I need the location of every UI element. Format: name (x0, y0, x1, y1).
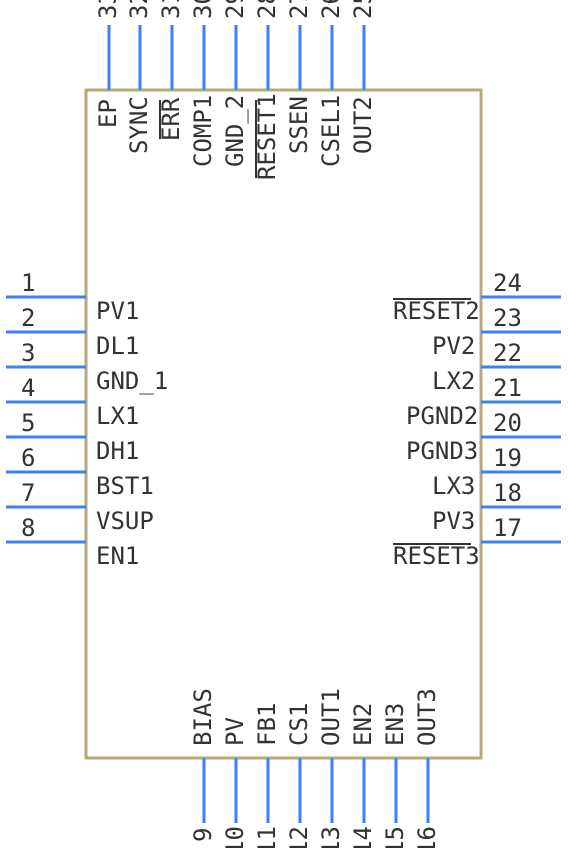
left-pin-number: 1 (21, 269, 35, 297)
left-pin-number: 8 (21, 514, 35, 542)
bottom-pin-number: 10 (221, 826, 249, 848)
right-pin-label: PV3 (432, 507, 475, 535)
top-pin-label: GND_2 (221, 95, 249, 167)
bottom-pin-number: 13 (317, 826, 345, 848)
left-pin-label: BST1 (96, 472, 154, 500)
left-pin-label: VSUP (96, 507, 154, 535)
right-pin-number: 17 (493, 514, 522, 542)
right-pin-label: LX2 (432, 367, 475, 395)
top-pin-number: 26 (317, 0, 345, 19)
left-pin-label: LX1 (96, 402, 139, 430)
bottom-pin-number: 14 (349, 826, 377, 848)
right-pin-number: 20 (493, 409, 522, 437)
right-pin-label: RESET2 (393, 297, 480, 325)
bottom-pin-label: OUT3 (413, 688, 441, 746)
left-pin-label: DH1 (96, 437, 139, 465)
left-pin-number: 5 (21, 409, 35, 437)
left-pin-number: 2 (21, 304, 35, 332)
right-pin-label: PV2 (432, 332, 475, 360)
top-pin-label: COMP1 (189, 95, 217, 167)
left-pin-label: DL1 (96, 332, 139, 360)
top-pin-number: 33 (94, 0, 122, 19)
top-pin-number: 32 (125, 0, 153, 19)
right-pin-number: 19 (493, 444, 522, 472)
bottom-pin-label: CS1 (285, 703, 313, 746)
left-pin-label: PV1 (96, 297, 139, 325)
top-pin-number: 25 (349, 0, 377, 19)
right-pin-label: RESET3 (393, 542, 480, 570)
top-pin-number: 31 (157, 0, 185, 19)
bottom-pin-label: EN2 (349, 703, 377, 746)
bottom-pin-label: EN3 (381, 703, 409, 746)
right-pin-number: 22 (493, 339, 522, 367)
right-pin-number: 23 (493, 304, 522, 332)
top-pin-number: 27 (285, 0, 313, 19)
top-pin-label: CSEL1 (317, 95, 345, 167)
bottom-pin-number: 12 (285, 826, 313, 848)
top-pin-label: OUT2 (349, 96, 377, 154)
left-pin-number: 7 (21, 479, 35, 507)
top-pin-number: 28 (253, 0, 281, 19)
bottom-pin-label: BIAS (189, 688, 217, 746)
left-pin-label: EN1 (96, 542, 139, 570)
right-pin-number: 18 (493, 479, 522, 507)
ic-pinout-diagram: 33EP32SYNC31ERR30COMP129GND_228RESET127S… (0, 0, 568, 848)
top-pin-label: ERR (157, 97, 185, 141)
top-pin-label: SSEN (285, 96, 313, 154)
top-pin-number: 29 (221, 0, 249, 19)
bottom-pin-label: FB1 (253, 703, 281, 746)
right-pin-label: PGND2 (406, 402, 478, 430)
bottom-pin-label: OUT1 (317, 688, 345, 746)
top-pin-label: SYNC (125, 96, 153, 154)
bottom-pin-number: 9 (189, 828, 217, 842)
right-pin-label: LX3 (432, 472, 475, 500)
right-pin-label: PGND3 (406, 437, 478, 465)
top-pin-label: RESET1 (253, 93, 281, 180)
right-pin-number: 24 (493, 269, 522, 297)
top-pin-number: 30 (189, 0, 217, 19)
left-pin-number: 4 (21, 374, 35, 402)
bottom-pin-number: 16 (413, 826, 441, 848)
right-pin-number: 21 (493, 374, 522, 402)
left-pin-number: 3 (21, 339, 35, 367)
bottom-pin-number: 11 (253, 826, 281, 848)
top-pin-label: EP (94, 99, 122, 128)
bottom-pin-number: 15 (381, 826, 409, 848)
left-pin-number: 6 (21, 444, 35, 472)
left-pin-label: GND_1 (96, 367, 168, 395)
bottom-pin-label: PV (221, 717, 249, 746)
